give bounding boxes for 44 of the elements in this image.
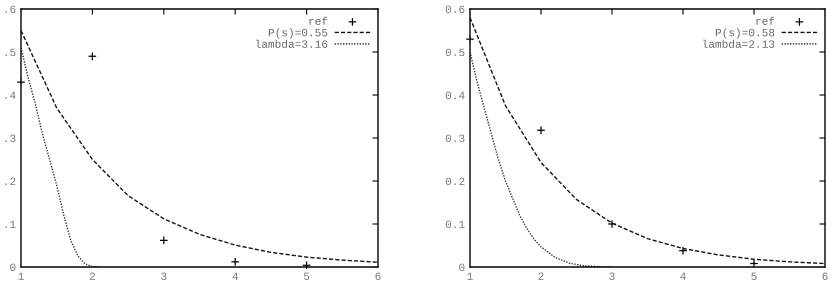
legend-label: P(s)=0.58	[716, 28, 774, 39]
y-tick-label: 0.3	[446, 134, 464, 142]
point	[302, 260, 312, 270]
x-tick-label: 1	[467, 272, 473, 280]
x-tick-label: 6	[375, 272, 381, 280]
legend-label: P(s)=0.55	[268, 28, 328, 39]
point	[16, 78, 26, 87]
y-tick-label: .1	[5, 220, 16, 228]
line-series	[21, 47, 100, 267]
point	[88, 52, 97, 61]
y-tick-label: 0.4	[446, 92, 465, 100]
x-tick-label: 4	[680, 272, 686, 280]
x-tick-label: 1	[18, 272, 24, 280]
y-tick-label: 0.2	[446, 178, 464, 186]
y-tick-label: 0	[10, 264, 16, 272]
y-tick-label: .5	[5, 48, 16, 56]
x-tick-label: 2	[90, 272, 95, 280]
legend-label: ref	[309, 16, 328, 25]
x-tick-label: 3	[609, 272, 615, 280]
legend-label: lambda=2.13	[703, 40, 774, 48]
y-tick-label: 0.6	[446, 6, 464, 14]
legend-label: ref	[756, 16, 774, 25]
point	[159, 236, 168, 245]
x-tick-label: 3	[161, 272, 166, 280]
point	[678, 246, 688, 256]
point	[466, 34, 474, 44]
y-tick-label: .4	[5, 92, 16, 100]
line-series	[21, 30, 378, 263]
point	[230, 257, 240, 266]
point	[536, 126, 546, 135]
legend-label: lambda=3.16	[256, 40, 328, 48]
x-tick-label: 4	[232, 272, 238, 280]
y-tick-label: .2	[5, 178, 16, 186]
x-tick-label: 2	[538, 272, 544, 280]
x-tick-label: 5	[751, 272, 757, 280]
y-tick-label: 0.1	[446, 220, 465, 228]
y-tick-label: .3	[5, 134, 16, 142]
x-tick-label: 6	[822, 272, 828, 280]
x-tick-label: 5	[304, 272, 310, 280]
y-tick-label: 0.5	[446, 48, 464, 56]
y-tick-label: .6	[5, 6, 16, 14]
y-tick-label: 0	[459, 264, 464, 272]
point	[608, 220, 616, 228]
line-series	[470, 16, 825, 264]
